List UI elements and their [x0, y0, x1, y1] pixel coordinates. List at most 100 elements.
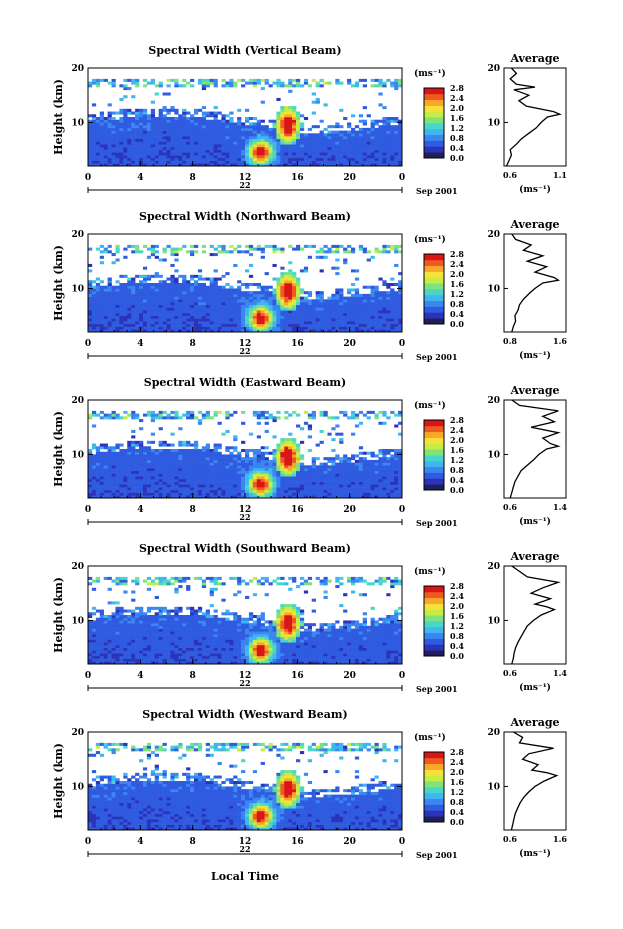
- heatmap-cell: [174, 247, 179, 251]
- heatmap-cell: [146, 440, 152, 444]
- heatmap-cell: [280, 155, 285, 159]
- heatmap-cell: [170, 443, 175, 447]
- heatmap-cell: [272, 122, 277, 126]
- heatmap-cell: [280, 315, 285, 319]
- heatmap-cell: [386, 283, 391, 287]
- colorbar-segment: [424, 111, 444, 118]
- heatmap-cell: [370, 476, 375, 480]
- heatmap-cell: [162, 106, 167, 110]
- heatmap-cell: [88, 495, 93, 499]
- heatmap-cell: [252, 484, 258, 488]
- heatmap-cell: [103, 144, 108, 148]
- heatmap-cell: [296, 81, 301, 85]
- heatmap-cell: [264, 416, 269, 420]
- heatmap-cell: [248, 302, 254, 306]
- heatmap-cell: [229, 473, 234, 477]
- average-title: Average: [509, 218, 559, 231]
- heatmap-cell: [264, 78, 269, 82]
- heatmap-cell: [135, 315, 140, 319]
- heatmap-cell: [319, 302, 324, 306]
- heatmap-cell: [139, 280, 144, 284]
- heatmap-cell: [256, 136, 261, 140]
- heatmap-cell: [319, 141, 324, 145]
- heatmap-cell: [339, 157, 344, 161]
- heatmap-cell: [237, 318, 242, 322]
- heatmap-cell: [88, 307, 93, 311]
- heatmap-cell: [135, 484, 140, 488]
- heatmap-cell: [335, 457, 340, 461]
- heatmap-cell: [233, 495, 238, 499]
- heatmap-cell: [182, 155, 187, 159]
- heatmap-cell: [123, 122, 128, 126]
- heatmap-cell: [327, 326, 332, 330]
- heatmap-cell: [190, 84, 195, 88]
- heatmap-cell: [398, 492, 403, 496]
- heatmap-cell: [166, 122, 171, 126]
- heatmap-cell: [205, 410, 210, 414]
- heatmap-cell: [248, 283, 254, 287]
- heatmap-cell: [233, 288, 238, 292]
- heatmap-cell: [190, 160, 195, 164]
- heatmap-cell: [91, 119, 97, 123]
- heatmap-cell: [343, 473, 348, 477]
- heatmap-cell: [135, 133, 140, 137]
- heatmap-cell: [209, 416, 214, 420]
- heatmap-cell: [288, 155, 293, 159]
- heatmap-cell: [264, 157, 269, 161]
- heatmap-cell: [182, 459, 187, 463]
- heatmap-cell: [178, 329, 183, 333]
- heatmap-cell: [292, 272, 297, 276]
- heatmap-cell: [162, 307, 167, 311]
- heatmap-cell: [162, 288, 167, 292]
- heatmap-cell: [237, 476, 242, 480]
- heatmap-cell: [213, 492, 218, 496]
- heatmap-cell: [209, 299, 214, 303]
- heatmap-cell: [95, 285, 101, 289]
- heatmap-cell: [119, 291, 124, 295]
- heatmap-cell: [256, 138, 261, 142]
- heatmap-cell: [162, 138, 167, 142]
- heatmap-cell: [91, 130, 97, 134]
- heatmap-cell: [288, 459, 293, 463]
- heatmap-cell: [347, 138, 352, 142]
- heatmap-cell: [154, 449, 159, 453]
- heatmap-cell: [331, 315, 336, 319]
- heatmap-cell: [280, 299, 285, 303]
- heatmap-cell: [229, 160, 234, 164]
- heatmap-cell: [327, 484, 332, 488]
- heatmap-cell: [358, 489, 364, 493]
- heatmap-cell: [182, 462, 187, 466]
- heatmap-cell: [299, 492, 305, 496]
- heatmap-cell: [178, 440, 183, 444]
- heatmap-cell: [284, 122, 289, 126]
- heatmap-cell: [315, 296, 320, 300]
- heatmap-cell: [268, 144, 273, 148]
- heatmap-cell: [276, 449, 281, 453]
- heatmap-cell: [139, 152, 144, 156]
- heatmap-cell: [256, 326, 261, 330]
- heatmap-cell: [358, 312, 364, 316]
- heatmap-cell: [205, 489, 210, 493]
- heatmap-cell: [237, 119, 242, 123]
- heatmap-cell: [382, 250, 387, 254]
- heatmap-cell: [119, 416, 124, 420]
- heatmap-cell: [123, 492, 128, 496]
- heatmap-cell: [299, 146, 305, 150]
- heatmap-cell: [131, 459, 136, 463]
- heatmap-cell: [166, 465, 171, 469]
- average-profile-line: [505, 67, 562, 167]
- x-tick-label: 8: [190, 339, 196, 349]
- heatmap-cell: [280, 487, 285, 491]
- heatmap-cell: [107, 103, 112, 107]
- heatmap-cell: [378, 326, 383, 330]
- heatmap-cell: [331, 310, 336, 314]
- heatmap-cell: [88, 144, 93, 148]
- heatmap-cell: [382, 449, 387, 453]
- heatmap-cell: [276, 111, 281, 115]
- heatmap-cell: [170, 285, 175, 289]
- heatmap-cell: [378, 470, 383, 474]
- heatmap-cell: [366, 489, 371, 493]
- heatmap-cell: [378, 321, 383, 325]
- heatmap-cell: [182, 274, 187, 278]
- heatmap-cell: [382, 489, 387, 493]
